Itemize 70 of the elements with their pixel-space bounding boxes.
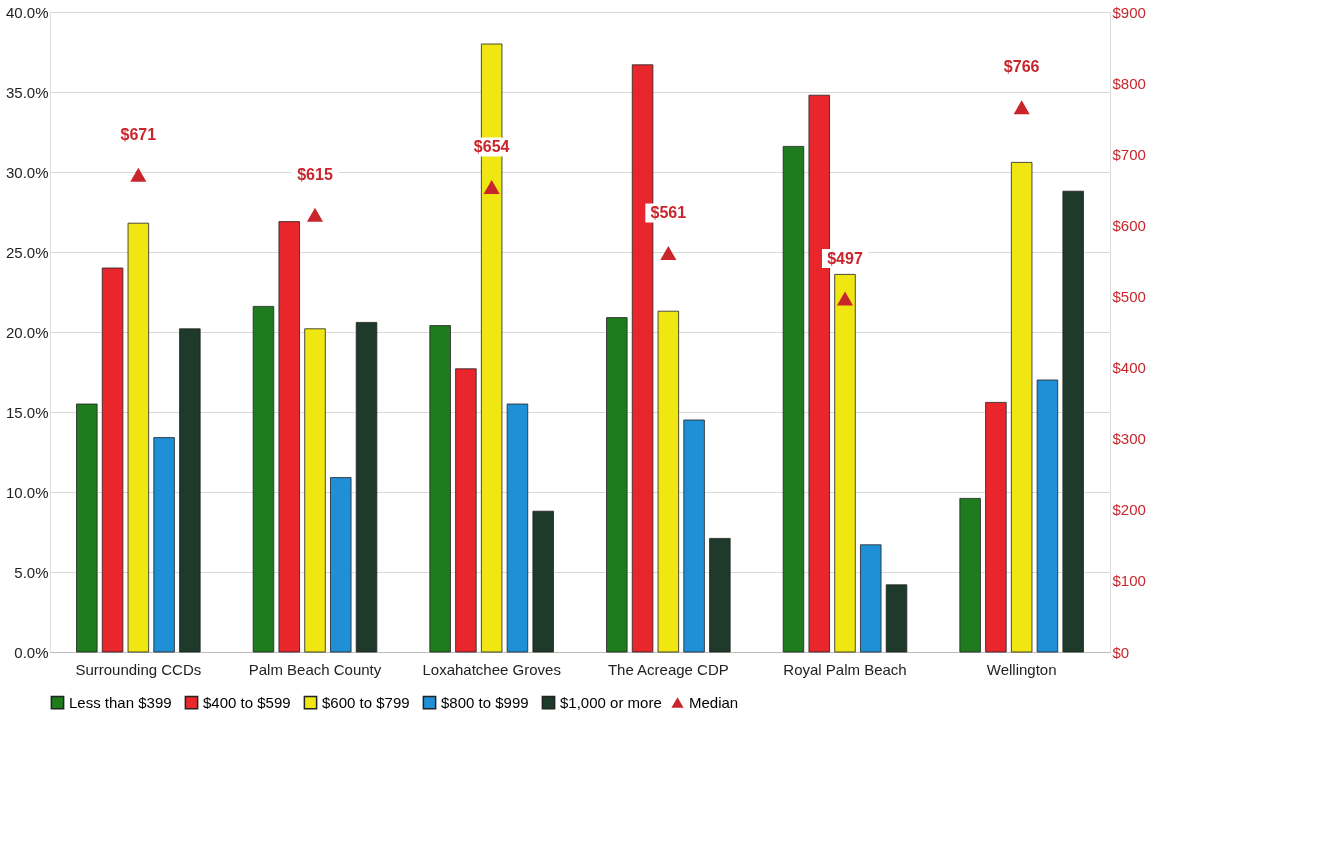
bar <box>506 403 529 653</box>
point <box>1013 100 1030 115</box>
y-tick-label: 35.0% <box>5 83 49 101</box>
legend-label: $1,000 or more <box>560 693 662 711</box>
y-tick-label: 20.0% <box>5 323 49 341</box>
bar <box>1036 379 1059 653</box>
bar <box>76 403 98 653</box>
data-label: $671 <box>120 125 157 143</box>
data-label: $561 <box>650 204 687 222</box>
point <box>483 179 500 194</box>
y-tick-label: 15.0% <box>5 403 49 421</box>
bar <box>985 402 1007 653</box>
data-label: $497 <box>827 249 863 267</box>
bar <box>252 306 275 653</box>
legend-label: $800 to $999 <box>441 693 529 711</box>
legend-label: Less than $399 <box>69 693 172 711</box>
bar <box>657 310 680 653</box>
data-label: $615 <box>297 165 333 183</box>
point <box>130 167 147 182</box>
bar <box>606 317 628 653</box>
point <box>306 207 324 222</box>
bar <box>1010 162 1033 653</box>
bar <box>885 584 908 653</box>
y2-tick-label: $400 <box>1112 359 1146 377</box>
bar <box>782 146 805 653</box>
y2-tick-label: $300 <box>1112 430 1146 448</box>
bar <box>304 328 326 653</box>
data-label: $654 <box>473 137 510 155</box>
x-tick-label: Palm Beach County <box>248 660 382 678</box>
bar <box>1062 190 1084 653</box>
y2-tick-label: $700 <box>1112 145 1146 163</box>
y-tick-label: 30.0% <box>5 163 49 181</box>
y2-tick-label: $200 <box>1112 501 1146 519</box>
bar <box>179 328 201 653</box>
point <box>660 246 677 261</box>
bar <box>959 498 981 653</box>
y2-tick-label: $900 <box>1112 3 1146 21</box>
bar <box>330 477 352 653</box>
legend-label: Median <box>689 693 739 711</box>
x-tick-label: Loxahatchee Groves <box>422 660 561 678</box>
bar <box>127 222 150 653</box>
x-tick-label: The Acreage CDP <box>607 660 729 678</box>
x-tick-label: Royal Palm Beach <box>783 660 907 678</box>
legend-label: $600 to $799 <box>322 693 410 711</box>
y2-tick-label: $0 <box>1112 643 1130 661</box>
y-tick-label: 0.0% <box>14 643 49 661</box>
bar <box>683 419 705 653</box>
legend-label: $400 to $599 <box>203 693 291 711</box>
y-tick-label: 25.0% <box>5 243 49 261</box>
y-tick-label: 5.0% <box>14 563 49 581</box>
bar <box>278 221 300 653</box>
bar <box>429 325 451 653</box>
y2-tick-label: $100 <box>1112 572 1146 590</box>
bar <box>153 437 175 653</box>
y2-tick-label: $600 <box>1112 216 1146 234</box>
x-tick-label: Wellington <box>986 660 1057 678</box>
data-label: $766 <box>1003 58 1040 76</box>
bar <box>532 510 554 653</box>
y-tick-label: 40.0% <box>5 3 49 21</box>
y-tick-label: 10.0% <box>5 483 49 501</box>
y2-tick-label: $800 <box>1112 74 1146 92</box>
bar <box>355 322 378 653</box>
point <box>836 291 854 306</box>
bar <box>101 267 124 653</box>
x-tick-label: Surrounding CCDs <box>75 660 202 678</box>
bar <box>834 274 856 653</box>
bar <box>709 538 731 653</box>
bar <box>860 544 882 653</box>
y2-tick-label: $500 <box>1112 287 1146 305</box>
bar <box>455 368 477 653</box>
